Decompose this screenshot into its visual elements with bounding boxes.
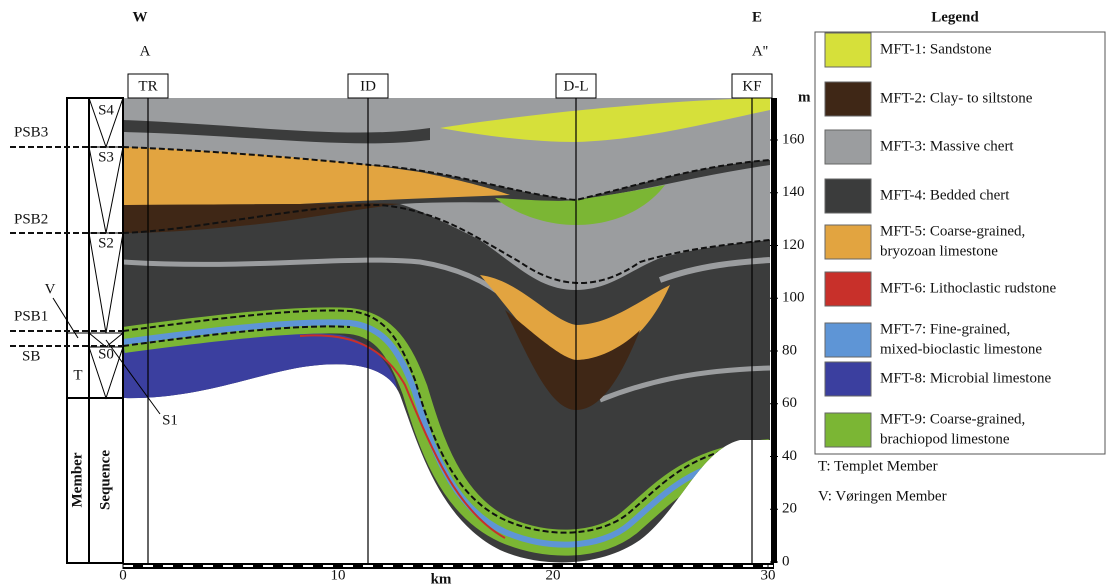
legend-title: Legend [931,9,979,25]
legend-label: MFT-1: Sandstone [880,41,992,57]
y-tick-label: 0 [782,553,790,569]
well-label: D-L [564,78,589,94]
cross-section [123,98,770,563]
y-axis-title: m [798,89,811,105]
legend-swatch [824,361,872,397]
x-tick-label: 0 [119,567,127,583]
legend-label: MFT-8: Microbial limestone [880,370,1051,386]
y-tick-label: 100 [782,290,805,306]
y-tick-label: 120 [782,237,805,253]
sequence-triangles [87,97,125,400]
member-label: T [73,367,82,383]
well-label: ID [360,78,376,94]
y-tick-label: 60 [782,395,797,411]
well-box [127,73,169,99]
legend-label: MFT-3: Massive chert [880,138,1014,154]
member-label: V [45,281,56,297]
legend-swatch [824,178,872,214]
legend-note: V: Vøringen Member [818,488,947,504]
legend-swatch [824,129,872,165]
x-tick-label: 30 [761,567,776,583]
surface-label: PSB1 [14,308,48,324]
wells: TR ID D-L KF [127,73,773,563]
sequence-label: S1 [162,412,178,428]
legend-swatch [824,271,872,307]
legend-label: MFT-6: Lithoclastic rudstone [880,280,1056,296]
legend-label: mixed-bioclastic limestone [880,341,1042,357]
sequence-label: S4 [98,102,114,118]
member-title: Member [69,452,85,507]
y-tick-label: 160 [782,131,805,147]
sequence-label: S3 [98,149,114,165]
legend-label: MFT-5: Coarse-grained, [880,223,1025,239]
x-tick-label: 10 [331,567,346,583]
well-label: TR [138,78,157,94]
legend-swatch [824,32,872,68]
y-tick-label: 20 [782,501,797,517]
sequence-label: S0 [98,346,114,362]
legend-label: MFT-2: Clay- to siltstone [880,90,1033,106]
legend-swatch [824,224,872,260]
sequence-label: S2 [98,235,114,251]
well-box [347,73,389,99]
well-label: KF [742,78,761,94]
legend-swatch [824,81,872,117]
legend-swatch [824,412,872,448]
well-box [731,73,773,99]
surface-label: PSB3 [14,124,48,140]
section-start: A [140,43,151,59]
legend-label: MFT-4: Bedded chert [880,187,1010,203]
x-axis-title: km [431,571,452,587]
east: E [752,9,762,25]
y-tick-label: 40 [782,448,797,464]
x-tick-label: 20 [546,567,561,583]
surface-label: SB [22,348,40,364]
legend-box [814,31,1106,455]
legend-label: brachiopod limestone [880,431,1010,447]
west: W [133,9,148,25]
legend-label: MFT-9: Coarse-grained, [880,411,1025,427]
legend-label: bryozoan limestone [880,243,998,259]
legend-label: MFT-7: Fine-grained, [880,321,1010,337]
surface-label: PSB2 [14,211,48,227]
well-box [555,73,597,99]
legend-swatch [824,322,872,358]
y-tick-label: 140 [782,184,805,200]
y-tick-label: 80 [782,342,797,358]
legend: MFT-1: Sandstone MFT-2: Clay- to siltston… [818,32,1056,504]
section-end: A'' [752,43,769,59]
sequence-title: Sequence [97,450,113,510]
legend-note: T: Templet Member [818,458,938,474]
